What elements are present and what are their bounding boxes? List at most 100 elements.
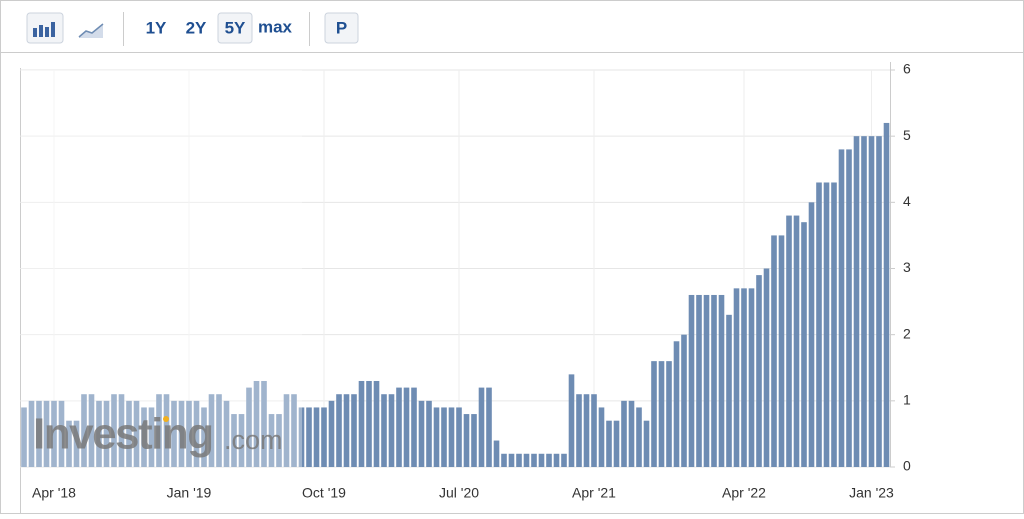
- bar: [343, 394, 350, 467]
- bar: [21, 407, 27, 467]
- selected-range-box: [217, 12, 253, 44]
- y-tick-label: 1: [903, 392, 911, 408]
- bar: [88, 394, 95, 467]
- bar: [186, 400, 192, 467]
- bar: [426, 400, 432, 467]
- bar: [576, 394, 582, 467]
- bar: [658, 361, 665, 467]
- range-button[interactable]: 5Y: [225, 18, 246, 37]
- bar: [313, 407, 320, 467]
- bar: [853, 136, 860, 467]
- bar: [336, 394, 342, 467]
- bar: [253, 380, 260, 467]
- bar: [673, 341, 680, 467]
- bar: [726, 314, 732, 467]
- bar: [846, 149, 852, 467]
- bar: [553, 453, 560, 467]
- bar: [561, 453, 567, 467]
- line-chart-button[interactable]: [78, 23, 104, 38]
- bar: [546, 453, 552, 467]
- bar-chart-button[interactable]: [26, 12, 64, 44]
- bar: [448, 407, 455, 467]
- y-tick-label: 0: [903, 458, 911, 474]
- bar: [441, 407, 447, 467]
- bar: [351, 394, 357, 467]
- bar: [156, 394, 162, 467]
- bar: [433, 407, 440, 467]
- bar: [703, 294, 710, 467]
- bar: [763, 268, 770, 467]
- period-box: [324, 12, 359, 44]
- bar: [876, 136, 882, 467]
- bar: [223, 400, 230, 467]
- y-tick-label: 6: [903, 61, 911, 77]
- bar: [163, 394, 170, 467]
- bar: [883, 122, 890, 467]
- bar: [261, 380, 267, 467]
- bar: [246, 387, 252, 467]
- bar: [388, 394, 395, 467]
- bar: [838, 149, 845, 467]
- bar: [321, 407, 327, 467]
- bar: [748, 288, 755, 467]
- bar: [238, 414, 245, 467]
- bar: [628, 400, 635, 467]
- bar: [418, 400, 425, 467]
- bar: [111, 394, 117, 467]
- bar: [171, 400, 177, 467]
- range-button[interactable]: 2Y: [186, 18, 207, 37]
- bar: [568, 374, 575, 467]
- bar: [801, 222, 807, 467]
- bar: [711, 294, 717, 467]
- bar: [666, 361, 672, 467]
- bar: [613, 420, 620, 467]
- bar: [598, 407, 605, 467]
- bar: [793, 215, 800, 467]
- bar: [66, 420, 72, 467]
- bar: [298, 407, 305, 467]
- bar: [591, 394, 597, 467]
- bar: [486, 387, 492, 467]
- bar: [868, 136, 875, 467]
- bar: [28, 400, 35, 467]
- bar: [58, 400, 65, 467]
- x-tick-label: Oct '19: [302, 485, 346, 501]
- bar: [741, 288, 747, 467]
- bar: [816, 182, 822, 467]
- y-tick-label: 4: [903, 193, 911, 209]
- bar: [268, 414, 275, 467]
- bar: [328, 400, 335, 467]
- bar: [283, 394, 290, 467]
- bar: [103, 400, 110, 467]
- bar: [583, 394, 590, 467]
- bar: [501, 453, 507, 467]
- bar: [523, 453, 530, 467]
- bar: [231, 414, 237, 467]
- watermark-dot: [163, 416, 169, 422]
- bar: [141, 407, 147, 467]
- bar: [681, 334, 687, 467]
- x-tick-label: Apr '22: [722, 485, 766, 501]
- bar: [861, 136, 867, 467]
- bar: [178, 400, 185, 467]
- bar: [808, 202, 815, 468]
- bar: [276, 414, 282, 467]
- period-button[interactable]: P: [336, 18, 347, 37]
- bar: [193, 400, 200, 467]
- watermark: Investing: [33, 410, 213, 459]
- watermark-veil: [21, 70, 302, 467]
- y-tick-label: 3: [903, 259, 911, 275]
- range-button[interactable]: max: [258, 17, 293, 36]
- bar: [606, 420, 612, 467]
- bar: [358, 380, 365, 467]
- x-tick-label: Jul '20: [439, 485, 479, 501]
- bar: [216, 394, 222, 467]
- bar: [621, 400, 627, 467]
- bar: [786, 215, 792, 467]
- x-tick-label: Apr '18: [32, 485, 76, 501]
- bar: [778, 235, 785, 467]
- range-button[interactable]: 1Y: [146, 18, 167, 37]
